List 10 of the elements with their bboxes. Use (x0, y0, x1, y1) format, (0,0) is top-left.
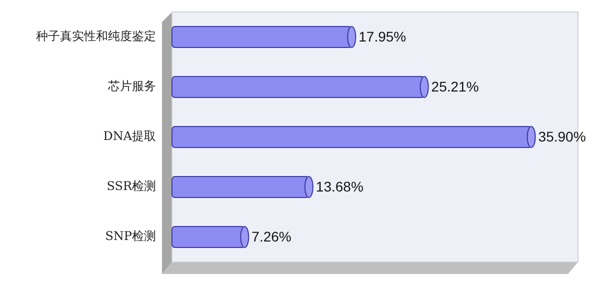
data-label: 25.21% (431, 78, 479, 95)
y-tick-label: SSR检测 (106, 179, 156, 194)
y-tick-label: SNP检测 (105, 229, 156, 244)
y-tick-label: 芯片服务 (107, 79, 156, 94)
y-tick-label: 种子真实性和纯度鉴定 (36, 29, 156, 44)
data-label: 17.95% (358, 28, 406, 45)
y-tick-label: DNA提取 (103, 129, 156, 144)
data-label: 35.90% (538, 128, 586, 145)
data-label: 7.26% (252, 228, 292, 245)
data-label: 13.68% (316, 178, 364, 195)
